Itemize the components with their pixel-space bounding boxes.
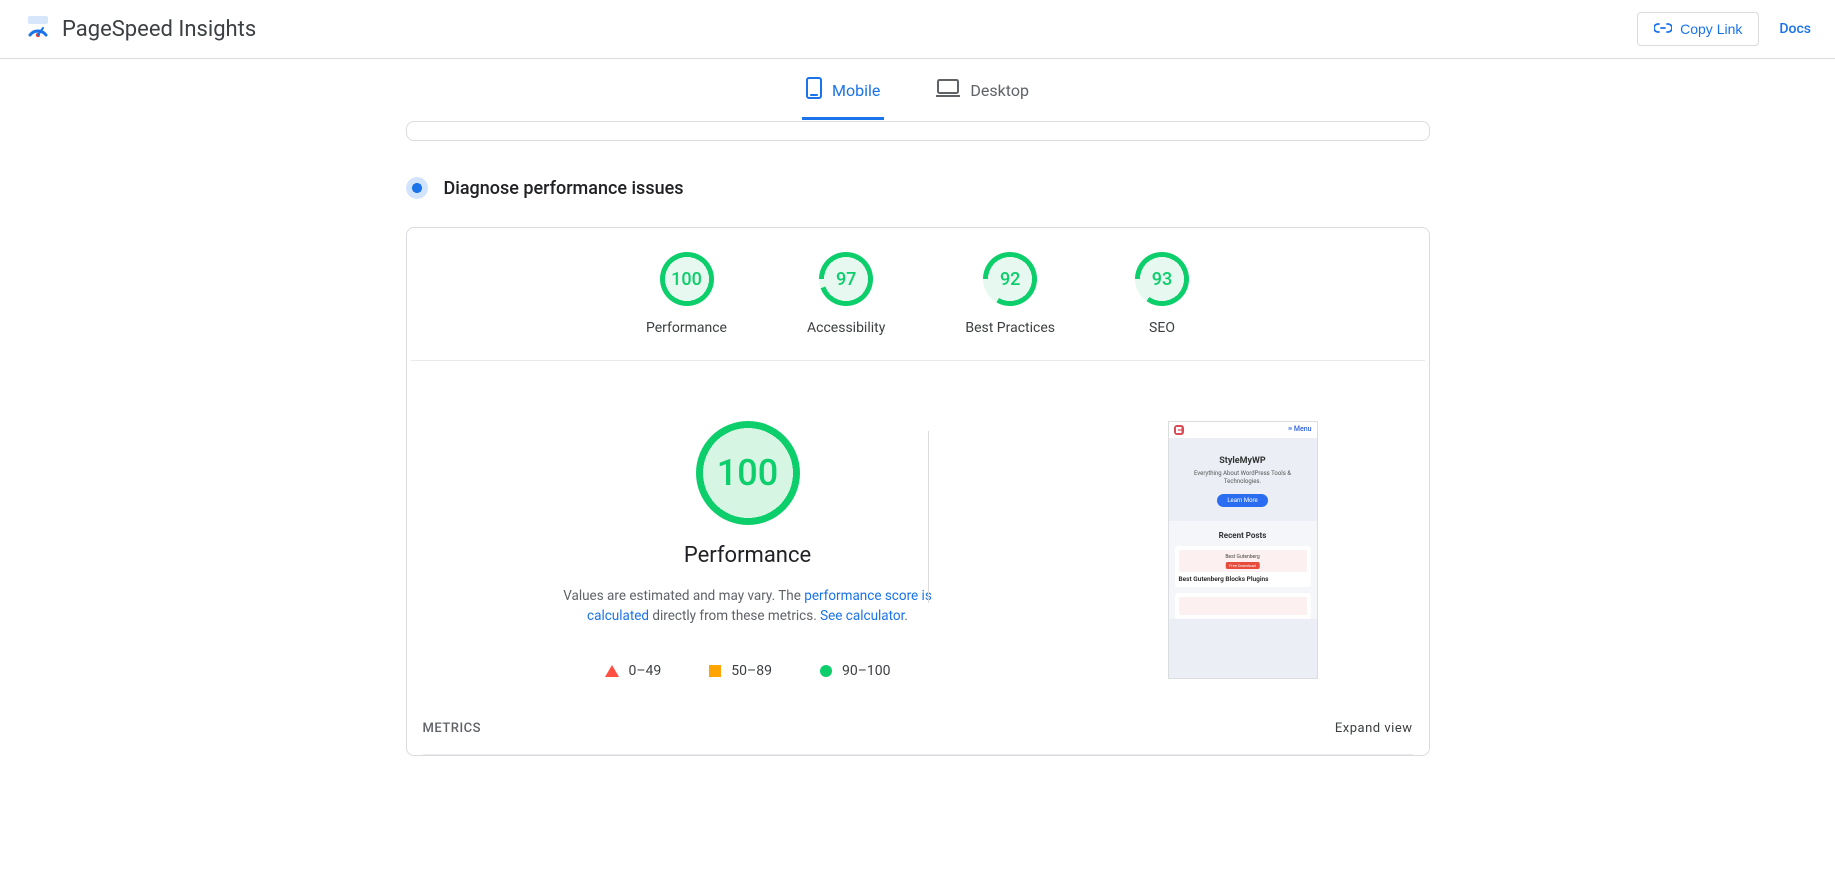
report-card: 100 Performance 97 Accessibility 92 Best Prac… (406, 227, 1430, 756)
performance-big-gauge: 100 (696, 421, 800, 525)
tab-desktop-label: Desktop (970, 81, 1029, 100)
performance-title: Performance (684, 543, 811, 568)
phone-post-title: Best Gutenberg Blocks Plugins (1179, 575, 1307, 583)
link-icon (1654, 21, 1672, 37)
copy-link-label: Copy Link (1680, 21, 1742, 37)
score-legend: 0–49 50–89 90–100 (605, 663, 891, 679)
gauge-seo[interactable]: 93 SEO (1135, 252, 1189, 336)
performance-right: ≡ Menu StyleMyWP Everything About WordPr… (1073, 421, 1413, 679)
performance-left: 100 Performance Values are estimated and… (423, 421, 1073, 679)
phone-preview: ≡ Menu StyleMyWP Everything About WordPr… (1168, 421, 1318, 679)
phone-menu-label: ≡ Menu (1288, 425, 1312, 435)
gauge-score: 92 (1000, 269, 1020, 290)
perf-desc-suffix: . (904, 608, 908, 624)
desktop-icon (936, 78, 960, 102)
vertical-separator (928, 431, 929, 603)
metrics-label: METRICS (423, 721, 481, 736)
gauge-label: SEO (1149, 320, 1175, 336)
gauge-ring: 97 (819, 252, 873, 306)
tabs: Mobile Desktop (0, 59, 1835, 121)
section-header: Diagnose performance issues (406, 177, 1430, 199)
phone-post-card: Free Download Best Gutenberg Blocks Plug… (1175, 546, 1311, 587)
triangle-icon (605, 665, 619, 677)
performance-row: 100 Performance Values are estimated and… (407, 361, 1429, 703)
perf-link-calculator[interactable]: See calculator (820, 608, 904, 624)
performance-description: Values are estimated and may vary. The p… (533, 586, 963, 627)
gauge-ring: 92 (983, 252, 1037, 306)
gauge-label: Performance (646, 320, 727, 336)
phone-recent: Recent Posts Free Download Best Gutenber… (1169, 521, 1317, 619)
gauge-ring: 100 (660, 252, 714, 306)
gauge-accessibility[interactable]: 97 Accessibility (807, 252, 885, 336)
phone-hero-title: StyleMyWP (1177, 456, 1309, 466)
gauge-score: 100 (671, 269, 702, 290)
perf-desc-prefix: Values are estimated and may vary. The (563, 588, 804, 604)
phone-hero: StyleMyWP Everything About WordPress Too… (1169, 438, 1317, 521)
legend-mid-label: 50–89 (731, 663, 772, 679)
gauge-performance[interactable]: 100 Performance (646, 252, 727, 336)
gauge-ring: 93 (1135, 252, 1189, 306)
legend-mid: 50–89 (709, 663, 772, 679)
top-bar: PageSpeed Insights Copy Link Docs (0, 0, 1835, 59)
square-icon (709, 665, 721, 677)
metrics-row: METRICS Expand view (407, 703, 1429, 754)
phone-logo-icon (1174, 425, 1184, 435)
gauge-best-practices[interactable]: 92 Best Practices (965, 252, 1055, 336)
metrics-separator (423, 754, 1413, 755)
section-dot-icon (406, 177, 428, 199)
perf-desc-middle: directly from these metrics. (649, 608, 820, 624)
top-actions: Copy Link Docs (1637, 12, 1811, 46)
gauges-row: 100 Performance 97 Accessibility 92 Best Prac… (411, 252, 1425, 361)
legend-poor-label: 0–49 (629, 663, 662, 679)
tab-mobile-label: Mobile (832, 81, 880, 100)
circle-icon (820, 665, 832, 677)
copy-link-button[interactable]: Copy Link (1637, 12, 1759, 46)
tab-desktop[interactable]: Desktop (932, 77, 1033, 120)
performance-big-score: 100 (717, 452, 778, 494)
gauge-score: 97 (836, 269, 856, 290)
section-title: Diagnose performance issues (444, 178, 684, 199)
main: Diagnose performance issues 100 Performan… (406, 121, 1430, 796)
collapsed-card (406, 121, 1430, 141)
phone-hero-button: Learn More (1217, 494, 1267, 507)
legend-good: 90–100 (820, 663, 891, 679)
app-title: PageSpeed Insights (62, 17, 256, 42)
phone-hero-sub: Everything About WordPress Tools & Techn… (1177, 470, 1309, 486)
brand-icon (24, 13, 52, 45)
tab-mobile[interactable]: Mobile (802, 77, 884, 120)
gauge-label: Best Practices (965, 320, 1055, 336)
legend-poor: 0–49 (605, 663, 662, 679)
gauge-label: Accessibility (807, 320, 885, 336)
phone-recent-heading: Recent Posts (1175, 531, 1311, 540)
phone-thumb: Free Download (1179, 550, 1307, 572)
brand[interactable]: PageSpeed Insights (24, 13, 256, 45)
mobile-icon (806, 77, 822, 103)
legend-good-label: 90–100 (842, 663, 891, 679)
phone-thumb-2 (1179, 597, 1307, 615)
phone-post-card-2 (1175, 593, 1311, 619)
expand-view-link[interactable]: Expand view (1335, 721, 1413, 736)
docs-link[interactable]: Docs (1779, 21, 1811, 37)
phone-topbar: ≡ Menu (1169, 422, 1317, 438)
gauge-score: 93 (1152, 269, 1172, 290)
